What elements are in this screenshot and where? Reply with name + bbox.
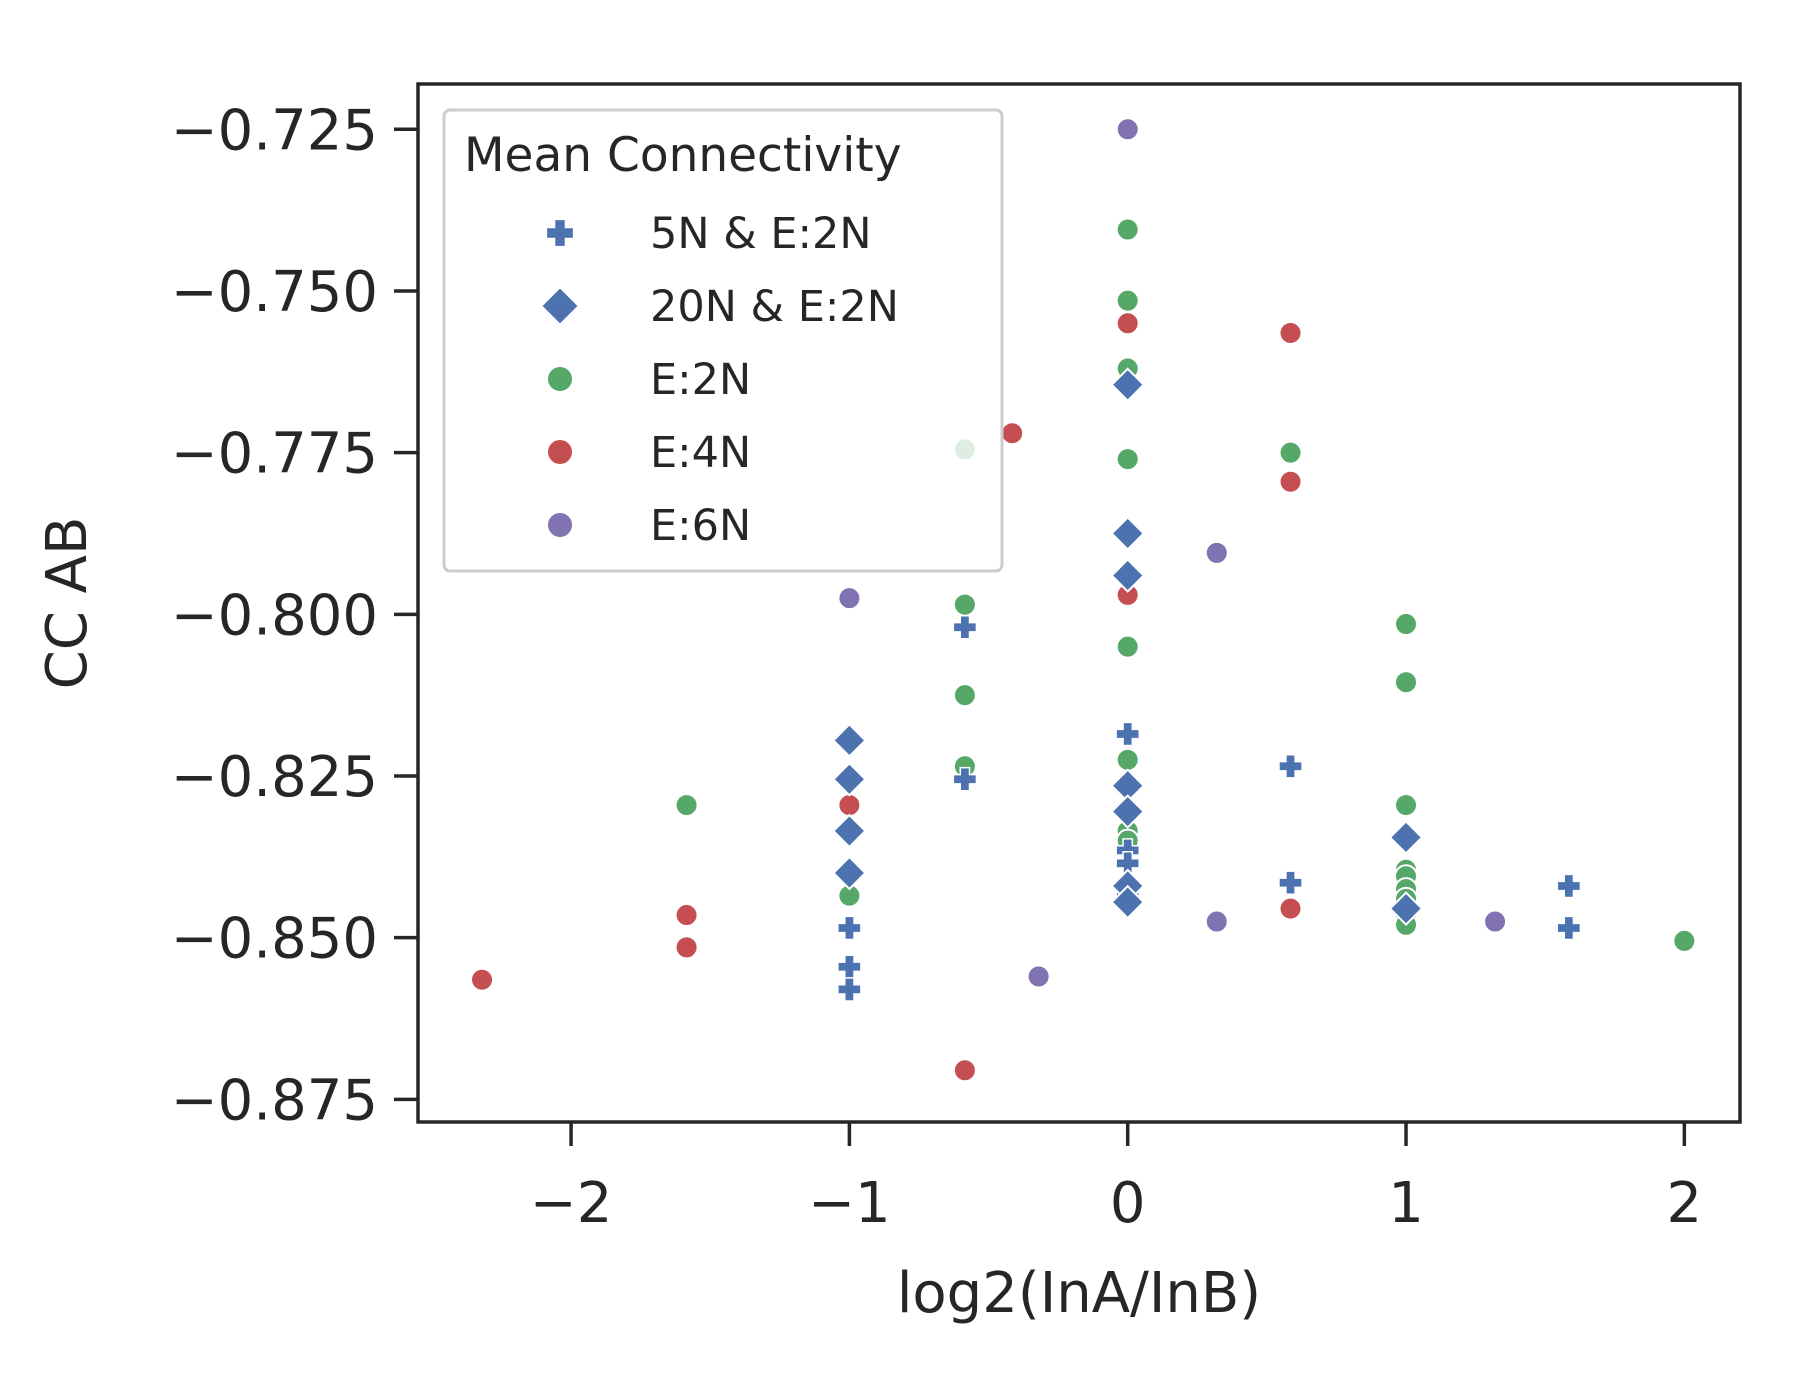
plot-area-frame	[416, 82, 1742, 1124]
data-points	[470, 117, 1697, 1083]
point-e-2n	[1115, 288, 1140, 313]
point-5n-e-2n	[1115, 721, 1141, 747]
point-e-4n	[1278, 896, 1303, 921]
x-tick-label: 2	[1667, 1171, 1703, 1236]
x-tick-label: 1	[1388, 1171, 1424, 1236]
point-5n-e-2n	[1278, 753, 1303, 779]
point-e-2n	[1278, 440, 1303, 465]
point-e-2n	[1394, 793, 1419, 818]
point-e-4n	[470, 967, 495, 992]
point-e-6n	[1115, 117, 1140, 142]
point-5n-e-2n	[1556, 873, 1582, 899]
y-tick-label: −0.875	[171, 1068, 378, 1133]
point-e-4n	[952, 1058, 977, 1083]
point-20n-e-2n	[832, 761, 867, 797]
legend-marker	[545, 218, 575, 248]
point-5n-e-2n	[1556, 915, 1582, 941]
point-e-2n	[1115, 634, 1140, 659]
legend-entries: 5N & E:2N 20N & E:2N E:2N E:4N E:6N	[539, 209, 899, 551]
point-e-4n	[837, 793, 862, 818]
point-e-2n	[1672, 928, 1697, 953]
point-e-2n	[1394, 612, 1419, 637]
point-e-2n	[1115, 747, 1140, 772]
x-tick-label: 0	[1110, 1171, 1146, 1236]
legend-entry-label: E:2N	[650, 355, 751, 405]
y-tick-label: −0.825	[171, 745, 378, 810]
point-e-6n	[837, 586, 862, 611]
point-20n-e-2n	[1110, 367, 1146, 403]
point-5n-e-2n	[1278, 870, 1303, 896]
axis-ticks: −2 −1 0 1 2 −0.725 −0.750 −0.775 −0.800 −0.825 −0.…	[171, 98, 1702, 1236]
point-20n-e-2n	[1110, 884, 1146, 920]
legend-marker	[546, 438, 574, 466]
point-5n-e-2n	[952, 614, 978, 640]
point-e-4n	[674, 903, 699, 928]
point-e-4n	[1000, 421, 1025, 446]
x-axis-label: log2(InA/InB)	[897, 1261, 1261, 1326]
legend: Mean Connectivity 5N & E:2N 20N & E:2N E:2…	[442, 108, 1004, 573]
point-e-2n	[1115, 217, 1140, 242]
legend-title: Mean Connectivity	[464, 128, 902, 183]
point-e-2n	[674, 793, 699, 818]
y-tick-label: −0.725	[171, 98, 378, 163]
point-e-2n	[952, 592, 977, 617]
point-e-6n	[1204, 540, 1229, 565]
point-20n-e-2n	[1110, 558, 1146, 593]
point-e-2n	[952, 683, 977, 708]
y-tick-label: −0.850	[171, 907, 378, 972]
legend-marker	[546, 511, 574, 539]
point-20n-e-2n	[1110, 516, 1146, 551]
point-e-6n	[1483, 909, 1508, 934]
point-e-6n	[1204, 909, 1229, 934]
y-tick-label: −0.775	[171, 422, 378, 487]
legend-marker	[546, 365, 574, 393]
legend-entry-label: E:6N	[650, 501, 751, 551]
x-tick-label: −1	[808, 1171, 891, 1236]
point-20n-e-2n	[832, 723, 867, 758]
point-5n-e-2n	[837, 954, 862, 980]
y-axis-label: CC AB	[35, 517, 100, 690]
point-e-4n	[1115, 311, 1140, 336]
point-e-4n	[1278, 469, 1303, 494]
y-tick-label: −0.750	[171, 260, 378, 325]
point-20n-e-2n	[832, 855, 867, 891]
point-e-2n	[1394, 670, 1419, 695]
point-5n-e-2n	[952, 766, 978, 792]
point-e-6n	[1026, 964, 1051, 989]
legend-entry-label: 5N & E:2N	[650, 209, 872, 259]
point-e-4n	[1278, 320, 1303, 345]
point-20n-e-2n	[1110, 794, 1146, 829]
point-20n-e-2n	[832, 813, 867, 849]
point-5n-e-2n	[837, 915, 862, 941]
legend-entry-label: 20N & E:2N	[650, 282, 899, 332]
y-tick-label: −0.800	[171, 583, 378, 648]
legend-marker	[539, 285, 581, 327]
legend-box	[442, 108, 1004, 573]
point-5n-e-2n	[837, 977, 862, 1002]
x-tick-label: −2	[530, 1171, 613, 1236]
point-20n-e-2n	[1388, 820, 1424, 855]
legend-entry-label: E:4N	[650, 428, 751, 478]
point-20n-e-2n	[1388, 891, 1424, 926]
point-e-4n	[674, 935, 699, 960]
point-e-2n	[1115, 447, 1140, 472]
